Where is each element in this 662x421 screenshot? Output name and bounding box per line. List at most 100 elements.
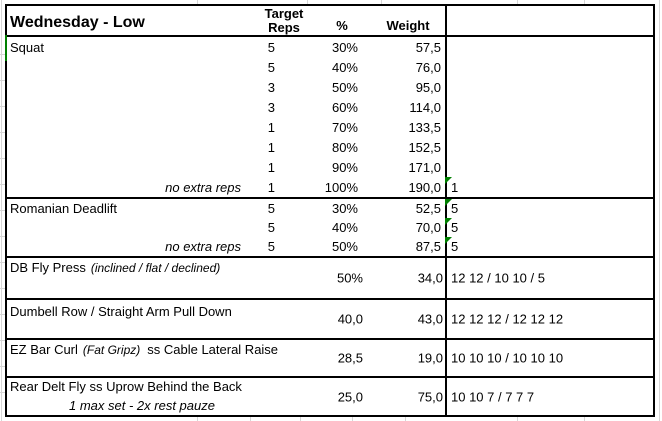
gridline — [659, 0, 660, 421]
cell-percent[interactable]: 80% — [331, 139, 358, 155]
cell-weight[interactable]: 52,5 — [415, 201, 441, 216]
cell-target-reps[interactable]: 1 — [267, 139, 275, 155]
achieved-reps-value: 5 — [451, 201, 459, 216]
cell-weight[interactable]: 57,5 — [415, 39, 441, 55]
cell-percent[interactable]: 60% — [331, 99, 358, 115]
cell-percent[interactable]: 50% — [331, 239, 358, 254]
cell-percent[interactable]: 25,0 — [337, 389, 363, 404]
cell-weight[interactable]: 133,5 — [408, 119, 441, 135]
cell-achieved-reps[interactable] — [445, 117, 653, 137]
cell-percent[interactable]: 30% — [331, 201, 358, 216]
cell-weight[interactable]: 87,5 — [415, 239, 441, 254]
cell-achieved-reps[interactable] — [445, 77, 653, 97]
cell-weight[interactable]: 95,0 — [415, 79, 441, 95]
cell-percent[interactable]: 30% — [331, 39, 358, 55]
gridline — [0, 158, 5, 159]
cell-percent[interactable]: 70% — [331, 119, 358, 135]
cell-percent[interactable]: 50% — [336, 270, 363, 286]
cell-achieved-reps[interactable] — [445, 57, 653, 77]
cell-weight[interactable]: 76,0 — [415, 59, 441, 75]
column-header-weight[interactable]: Weight — [386, 18, 430, 33]
cell-weight[interactable]: 152,5 — [408, 139, 441, 155]
gridline — [0, 340, 5, 341]
sheet-title-cell[interactable]: Wednesday - Low — [10, 14, 145, 31]
exercise-name-cell[interactable]: Squat — [10, 39, 44, 55]
cell-achieved-reps[interactable] — [445, 37, 653, 57]
cell-achieved-reps[interactable] — [445, 137, 653, 157]
exercise-name-cell[interactable]: Romanian Deadlift — [10, 201, 117, 216]
gridline — [584, 0, 585, 4]
gridline — [0, 54, 5, 55]
exercise-name-cell[interactable]: DB Fly Press (inclined / flat / declined) — [10, 260, 220, 275]
cell-target-reps[interactable]: 5 — [267, 220, 275, 235]
gridline — [0, 262, 5, 263]
exercise-name-cell[interactable]: Dumbell Row / Straight Arm Pull Down — [10, 304, 232, 319]
cell-weight[interactable]: 34,0 — [417, 270, 443, 286]
green-border-accent — [5, 35, 7, 61]
cell-weight[interactable]: 190,0 — [408, 179, 441, 195]
error-indicator-icon — [445, 218, 452, 225]
table-row: 1 70% 133,5 — [7, 117, 653, 137]
section-dumbell-row: Dumbell Row / Straight Arm Pull Down 40,… — [7, 300, 653, 340]
column-header-target-reps[interactable]: Target Reps — [254, 7, 314, 35]
cell-target-reps[interactable]: 1 — [267, 179, 275, 195]
section-romanian-deadlift: Romanian Deadlift 5 30% 52,5 5 5 40% 70,… — [7, 199, 653, 258]
gridline — [381, 0, 382, 4]
cell-weight[interactable]: 171,0 — [408, 159, 441, 175]
gridline — [0, 184, 5, 185]
cell-note[interactable]: no extra reps — [165, 179, 241, 195]
cell-rep-scheme[interactable]: 10 10 7 / 7 7 7 — [451, 389, 535, 404]
workout-table: Wednesday - Low Target Reps % Weight Squ… — [5, 4, 655, 417]
cell-percent[interactable]: 40,0 — [337, 311, 363, 327]
table-row: 5 40% 76,0 — [7, 57, 653, 77]
cell-target-reps[interactable]: 3 — [267, 99, 275, 115]
gridline — [405, 417, 406, 421]
exercise-name-cell[interactable]: EZ Bar Curl (Fat Gripz) ss Cable Lateral R… — [10, 342, 278, 357]
cell-target-reps[interactable]: 5 — [267, 39, 275, 55]
table-row: 3 60% 114,0 — [7, 97, 653, 117]
cell-target-reps[interactable]: 5 — [267, 59, 275, 75]
exercise-subnote[interactable]: 1 max set - 2x rest pauze — [69, 398, 215, 413]
cell-weight[interactable]: 75,0 — [417, 389, 443, 404]
cell-target-reps[interactable]: 5 — [267, 201, 275, 216]
cell-achieved-reps[interactable] — [445, 97, 653, 117]
cell-weight[interactable]: 19,0 — [417, 350, 443, 366]
gridline — [0, 80, 5, 81]
cell-percent[interactable]: 90% — [331, 159, 358, 175]
error-indicator-icon — [445, 177, 452, 184]
table-row: Squat 5 30% 57,5 — [7, 37, 653, 57]
section-db-fly-press: DB Fly Press (inclined / flat / declined)… — [7, 258, 653, 300]
cell-percent[interactable]: 40% — [331, 59, 358, 75]
cell-achieved-reps[interactable]: 1 — [445, 177, 653, 197]
cell-weight[interactable]: 70,0 — [415, 220, 441, 235]
cell-target-reps[interactable]: 5 — [267, 239, 275, 254]
cell-percent[interactable]: 28,5 — [337, 350, 363, 366]
cell-target-reps[interactable]: 1 — [267, 119, 275, 135]
cell-percent[interactable]: 40% — [331, 220, 358, 235]
cell-achieved-reps[interactable] — [445, 157, 653, 177]
cell-achieved-reps[interactable]: 5 — [445, 199, 653, 218]
cell-achieved-reps[interactable]: 5 — [445, 218, 653, 237]
exercise-name: EZ Bar Curl — [10, 342, 78, 357]
achieved-reps-value: 5 — [451, 220, 459, 235]
gridline — [0, 106, 5, 107]
cell-weight[interactable]: 43,0 — [417, 311, 443, 327]
column-header-percent[interactable]: % — [336, 18, 348, 33]
target-line2: Reps — [268, 20, 300, 35]
cell-target-reps[interactable]: 1 — [267, 159, 275, 175]
cell-rep-scheme[interactable]: 10 10 10 / 10 10 10 — [451, 350, 564, 366]
cell-rep-scheme[interactable]: 12 12 / 10 10 / 5 — [451, 270, 545, 286]
gridline — [197, 0, 198, 4]
section-squat: Squat 5 30% 57,5 5 40% 76,0 3 50% 95,0 — [7, 37, 653, 199]
cell-percent[interactable]: 50% — [331, 79, 358, 95]
exercise-name-cell[interactable]: Rear Delt Fly ss Uprow Behind the Back — [10, 379, 242, 394]
cell-weight[interactable]: 114,0 — [409, 99, 441, 115]
cell-percent[interactable]: 100% — [324, 179, 358, 195]
gridline — [197, 417, 198, 421]
cell-achieved-reps[interactable]: 5 — [445, 237, 653, 256]
cell-rep-scheme[interactable]: 12 12 12 / 12 12 12 — [451, 311, 564, 327]
achieved-reps-value: 5 — [451, 239, 459, 254]
cell-note[interactable]: no extra reps — [165, 239, 241, 254]
cell-target-reps[interactable]: 3 — [267, 79, 275, 95]
gridline — [517, 417, 518, 421]
